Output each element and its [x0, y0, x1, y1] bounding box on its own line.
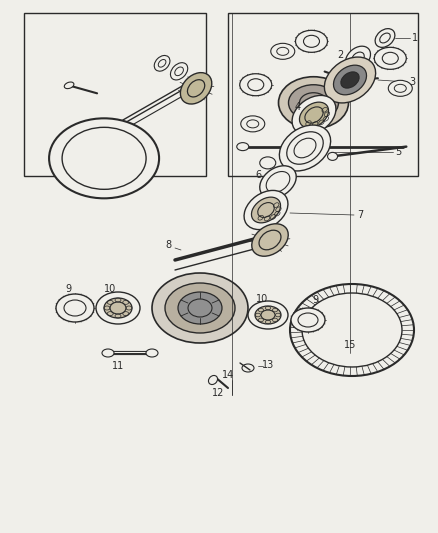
Text: 10: 10 — [104, 284, 116, 294]
Ellipse shape — [375, 29, 395, 47]
Ellipse shape — [346, 46, 371, 70]
Text: 4: 4 — [295, 102, 301, 112]
Bar — [24, 13, 206, 176]
Ellipse shape — [64, 82, 74, 88]
Text: 6: 6 — [255, 170, 261, 180]
Ellipse shape — [248, 301, 288, 329]
Text: 9: 9 — [65, 284, 71, 294]
Ellipse shape — [279, 77, 349, 129]
Text: 1: 1 — [412, 33, 418, 43]
Text: 13: 13 — [262, 360, 274, 370]
Text: 9: 9 — [312, 295, 318, 305]
Ellipse shape — [389, 80, 412, 96]
Text: 12: 12 — [212, 388, 224, 398]
Ellipse shape — [96, 292, 140, 324]
Ellipse shape — [240, 74, 272, 96]
Ellipse shape — [208, 375, 218, 384]
Ellipse shape — [49, 118, 159, 198]
Ellipse shape — [165, 283, 235, 333]
Ellipse shape — [241, 116, 265, 132]
Text: 5: 5 — [395, 147, 401, 157]
Ellipse shape — [170, 63, 188, 80]
Ellipse shape — [302, 293, 402, 367]
Ellipse shape — [255, 306, 281, 324]
Ellipse shape — [287, 132, 323, 164]
Ellipse shape — [251, 197, 281, 223]
Ellipse shape — [154, 55, 170, 71]
Ellipse shape — [56, 294, 94, 322]
Text: 3: 3 — [409, 77, 415, 87]
Ellipse shape — [290, 284, 414, 376]
Ellipse shape — [237, 143, 249, 151]
Ellipse shape — [296, 30, 328, 52]
Ellipse shape — [325, 57, 376, 103]
Ellipse shape — [260, 166, 296, 198]
Ellipse shape — [341, 72, 359, 88]
Ellipse shape — [180, 72, 212, 104]
Ellipse shape — [178, 292, 222, 324]
Text: 8: 8 — [165, 240, 171, 250]
Ellipse shape — [279, 125, 331, 171]
Text: 14: 14 — [222, 370, 234, 380]
Ellipse shape — [289, 85, 339, 121]
Ellipse shape — [102, 349, 114, 357]
Ellipse shape — [252, 224, 288, 256]
Ellipse shape — [62, 127, 146, 189]
Text: 7: 7 — [357, 210, 363, 220]
Text: 11: 11 — [112, 361, 124, 371]
Ellipse shape — [271, 43, 295, 59]
Text: 10: 10 — [256, 294, 268, 304]
Ellipse shape — [152, 273, 248, 343]
Ellipse shape — [374, 47, 406, 69]
Ellipse shape — [300, 102, 328, 128]
Ellipse shape — [244, 190, 288, 230]
Ellipse shape — [146, 349, 158, 357]
Text: 2: 2 — [337, 50, 343, 60]
Ellipse shape — [104, 298, 132, 318]
Bar — [228, 13, 418, 176]
Ellipse shape — [291, 308, 325, 332]
Ellipse shape — [292, 95, 336, 134]
Text: 15: 15 — [344, 340, 356, 350]
Ellipse shape — [333, 65, 367, 95]
Ellipse shape — [328, 152, 338, 160]
